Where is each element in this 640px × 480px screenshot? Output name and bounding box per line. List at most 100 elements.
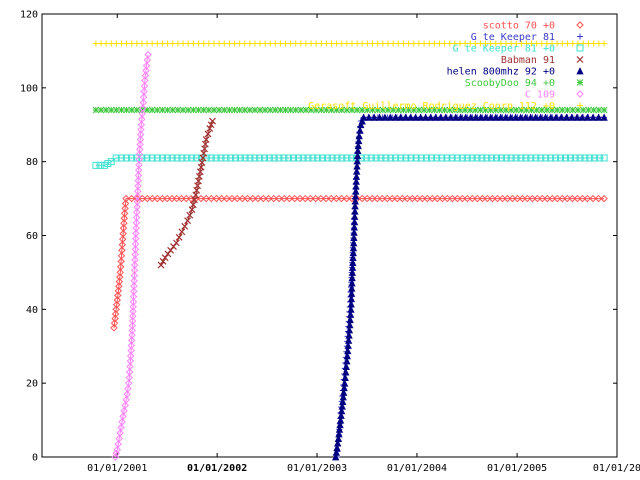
data-point-scoobydoo-94-0 bbox=[579, 106, 587, 114]
data-point-scoobydoo-94-0 bbox=[492, 106, 500, 114]
legend-symbol-scoobydoo-94-0 bbox=[576, 79, 584, 86]
data-point-scotto-70-0 bbox=[113, 296, 121, 304]
data-point-gerasoft-guillermo-rodriguez-coorp-112-0 bbox=[585, 40, 592, 47]
data-point-helen-800mhz-92-0 bbox=[343, 357, 351, 365]
data-point-scoobydoo-94-0 bbox=[517, 106, 525, 114]
data-point-babman-91 bbox=[204, 130, 212, 138]
data-point-g-te-keeper-81-0 bbox=[595, 154, 603, 162]
legend-symbol-g-te-keeper-81 bbox=[577, 33, 583, 40]
data-point-scotto-70-0 bbox=[393, 194, 401, 203]
data-point-g-te-keeper-81-0 bbox=[392, 154, 400, 162]
data-point-gerasoft-guillermo-rodriguez-coorp-112-0 bbox=[297, 40, 304, 47]
data-point-helen-800mhz-92-0 bbox=[391, 113, 400, 121]
data-point-babman-91 bbox=[209, 117, 216, 125]
data-point-gerasoft-guillermo-rodriguez-coorp-112-0 bbox=[462, 40, 469, 47]
data-point-g-te-keeper-81-0 bbox=[193, 154, 201, 162]
data-point-scotto-70-0 bbox=[158, 194, 167, 203]
data-point-scotto-70-0 bbox=[280, 194, 288, 203]
data-point-c-109 bbox=[116, 429, 124, 437]
data-point-gerasoft-guillermo-rodriguez-coorp-112-0 bbox=[190, 40, 197, 47]
data-point-g-te-keeper-81-0 bbox=[92, 161, 100, 169]
data-point-gerasoft-guillermo-rodriguez-coorp-112-0 bbox=[574, 40, 581, 47]
data-point-g-te-keeper-81-0 bbox=[256, 154, 264, 162]
legend-symbol-c-109 bbox=[576, 90, 584, 98]
data-point-gerasoft-guillermo-rodriguez-coorp-112-0 bbox=[554, 40, 561, 47]
data-point-scoobydoo-94-0 bbox=[261, 106, 269, 114]
data-point-g-te-keeper-81-0 bbox=[222, 154, 230, 162]
data-point-helen-800mhz-92-0 bbox=[386, 113, 394, 121]
data-point-g-te-keeper-81-0 bbox=[148, 154, 156, 162]
data-point-gerasoft-guillermo-rodriguez-coorp-112-0 bbox=[482, 40, 489, 47]
data-point-gerasoft-guillermo-rodriguez-coorp-112-0 bbox=[149, 40, 156, 47]
data-point-c-109 bbox=[136, 130, 145, 139]
data-point-c-109 bbox=[129, 292, 138, 301]
data-point-scotto-70-0 bbox=[332, 194, 341, 203]
series-line-babman-91 bbox=[160, 120, 213, 266]
data-point-c-109 bbox=[136, 140, 144, 149]
data-point-helen-800mhz-92-0 bbox=[477, 113, 485, 121]
data-point-c-109 bbox=[124, 384, 132, 393]
data-point-helen-800mhz-92-0 bbox=[354, 146, 362, 154]
data-point-helen-800mhz-92-0 bbox=[348, 279, 356, 287]
data-point-scotto-70-0 bbox=[291, 194, 299, 203]
data-point-scotto-70-0 bbox=[285, 194, 294, 203]
data-point-helen-800mhz-92-0 bbox=[432, 113, 440, 121]
data-point-scotto-70-0 bbox=[143, 194, 152, 203]
data-point-scoobydoo-94-0 bbox=[405, 106, 412, 114]
data-point-g-te-keeper-81-0 bbox=[571, 154, 579, 162]
data-point-scoobydoo-94-0 bbox=[107, 106, 115, 114]
data-point-babman-91 bbox=[164, 250, 172, 258]
data-point-scoobydoo-94-0 bbox=[384, 106, 392, 114]
data-point-c-109 bbox=[118, 418, 126, 426]
data-point-helen-800mhz-92-0 bbox=[557, 113, 565, 121]
data-point-scotto-70-0 bbox=[275, 194, 283, 203]
data-point-scotto-70-0 bbox=[423, 194, 432, 203]
data-point-g-te-keeper-81-0 bbox=[285, 154, 293, 162]
data-point-scoobydoo-94-0 bbox=[312, 106, 320, 114]
data-point-c-109 bbox=[112, 449, 121, 458]
data-point-gerasoft-guillermo-rodriguez-coorp-112-0 bbox=[549, 40, 556, 47]
data-point-scoobydoo-94-0 bbox=[471, 106, 479, 114]
data-point-g-te-keeper-81-0 bbox=[463, 154, 471, 162]
data-point-gerasoft-guillermo-rodriguez-coorp-112-0 bbox=[328, 40, 335, 47]
data-point-g-te-keeper-81-0 bbox=[443, 154, 451, 162]
data-point-scotto-70-0 bbox=[528, 194, 537, 203]
x-tick-label: 01/01/20 bbox=[593, 463, 640, 474]
data-point-helen-800mhz-92-0 bbox=[512, 113, 520, 121]
data-point-gerasoft-guillermo-rodriguez-coorp-112-0 bbox=[348, 40, 355, 47]
data-point-scoobydoo-94-0 bbox=[374, 106, 382, 114]
y-tick-label: 100 bbox=[20, 83, 38, 94]
data-point-helen-800mhz-92-0 bbox=[333, 443, 341, 452]
data-point-helen-800mhz-92-0 bbox=[541, 113, 550, 121]
data-point-helen-800mhz-92-0 bbox=[583, 113, 592, 121]
data-point-scotto-70-0 bbox=[368, 194, 376, 203]
data-point-c-109 bbox=[139, 104, 147, 112]
data-point-gerasoft-guillermo-rodriguez-coorp-112-0 bbox=[246, 40, 253, 47]
data-point-scoobydoo-94-0 bbox=[456, 106, 464, 114]
data-point-scotto-70-0 bbox=[259, 194, 268, 203]
data-point-gerasoft-guillermo-rodriguez-coorp-112-0 bbox=[98, 40, 105, 47]
data-point-helen-800mhz-92-0 bbox=[353, 167, 361, 175]
data-point-helen-800mhz-92-0 bbox=[589, 113, 597, 121]
data-point-gerasoft-guillermo-rodriguez-coorp-112-0 bbox=[133, 40, 140, 47]
data-point-gerasoft-guillermo-rodriguez-coorp-112-0 bbox=[236, 40, 243, 47]
data-point-scotto-70-0 bbox=[153, 194, 162, 203]
data-point-helen-800mhz-92-0 bbox=[352, 187, 360, 195]
data-point-c-109 bbox=[130, 282, 138, 290]
data-point-helen-800mhz-92-0 bbox=[552, 113, 560, 121]
data-point-helen-800mhz-92-0 bbox=[507, 113, 515, 121]
data-point-gerasoft-guillermo-rodriguez-coorp-112-0 bbox=[508, 40, 515, 47]
data-point-scotto-70-0 bbox=[110, 324, 118, 332]
data-point-gerasoft-guillermo-rodriguez-coorp-112-0 bbox=[313, 40, 320, 47]
data-point-gerasoft-guillermo-rodriguez-coorp-112-0 bbox=[169, 40, 176, 47]
data-point-scoobydoo-94-0 bbox=[241, 106, 249, 114]
data-point-scoobydoo-94-0 bbox=[595, 106, 603, 114]
data-point-g-te-keeper-81-0 bbox=[343, 154, 351, 162]
data-point-scoobydoo-94-0 bbox=[205, 106, 213, 114]
data-point-gerasoft-guillermo-rodriguez-coorp-112-0 bbox=[308, 40, 315, 47]
data-point-c-109 bbox=[133, 203, 141, 211]
data-point-scoobydoo-94-0 bbox=[333, 106, 340, 114]
data-point-g-te-keeper-81-0 bbox=[246, 154, 254, 162]
data-point-gerasoft-guillermo-rodriguez-coorp-112-0 bbox=[164, 40, 171, 47]
data-point-g-te-keeper-81-0 bbox=[96, 161, 104, 169]
